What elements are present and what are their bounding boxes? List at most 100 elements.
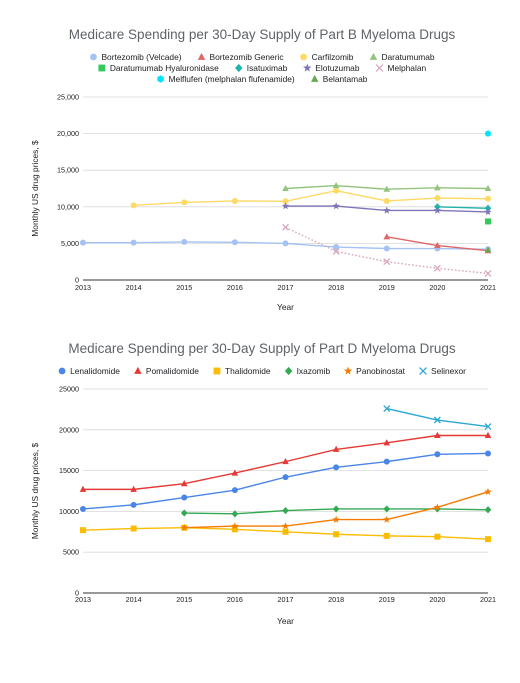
y-axis-label: Monthly US drug prices, $ xyxy=(30,140,40,237)
legend-label: Bortezomib (Velcade) xyxy=(101,52,181,62)
legend-label: Isatuximab xyxy=(247,63,288,73)
legend-label: Thalidomide xyxy=(225,366,271,376)
data-point xyxy=(130,485,137,492)
data-point xyxy=(181,238,188,245)
data-point xyxy=(484,184,492,192)
y-tick-label: 20000 xyxy=(59,425,79,434)
data-point xyxy=(80,505,86,512)
data-point xyxy=(231,510,239,518)
legend-marker xyxy=(235,63,243,73)
data-point xyxy=(383,458,390,465)
x-tick-label: 2014 xyxy=(126,595,142,604)
x-tick-label: 2020 xyxy=(429,595,445,604)
data-point xyxy=(130,202,137,209)
data-point xyxy=(383,532,390,539)
legend-label: Selinexor xyxy=(431,366,466,376)
y-tick-label: 10000 xyxy=(59,507,79,516)
data-point xyxy=(485,130,491,137)
series-belantamab xyxy=(484,246,492,253)
data-point xyxy=(383,505,391,513)
legend-label: Bortezomib Generic xyxy=(210,52,284,62)
data-point xyxy=(485,195,491,202)
x-tick-label: 2018 xyxy=(328,283,344,292)
data-point xyxy=(485,218,491,225)
data-point xyxy=(80,239,86,246)
data-point xyxy=(484,487,492,495)
data-point xyxy=(383,206,391,214)
data-point xyxy=(231,487,238,494)
y-tick-label: 0 xyxy=(75,589,79,598)
legend-marker xyxy=(369,52,378,60)
data-point xyxy=(79,485,87,492)
data-point xyxy=(282,528,289,535)
data-point xyxy=(130,239,137,246)
data-point xyxy=(484,423,492,430)
series-line xyxy=(386,407,489,428)
legend-label: Pomalidomide xyxy=(146,366,199,376)
x-tick-label: 2021 xyxy=(480,283,496,292)
data-point xyxy=(433,206,442,214)
y-tick-label: 5,000 xyxy=(61,239,79,248)
data-point xyxy=(282,458,289,465)
series-bortezomib-velcade xyxy=(80,238,491,253)
chart-title: Medicare Spending per 30-Day Supply of P… xyxy=(69,27,456,42)
series-carfilzomib xyxy=(130,187,491,209)
legend-label: Melflufen (melphalan flufenamide) xyxy=(169,74,295,84)
x-tick-label: 2018 xyxy=(328,595,344,604)
legend-marker xyxy=(343,366,353,375)
series-line xyxy=(133,189,489,207)
data-point xyxy=(484,208,492,216)
legend-marker xyxy=(300,53,307,61)
data-point xyxy=(383,185,391,192)
legend-marker xyxy=(98,64,106,72)
data-point xyxy=(383,245,390,252)
data-point xyxy=(332,181,340,189)
chart-title: Medicare Spending per 30-Day Supply of P… xyxy=(68,341,455,356)
data-point xyxy=(181,199,188,206)
x-tick-label: 2019 xyxy=(379,595,395,604)
data-point xyxy=(485,536,491,543)
legend-marker xyxy=(303,63,312,72)
data-point xyxy=(231,469,239,476)
legend-marker xyxy=(134,366,142,374)
data-point xyxy=(383,405,391,413)
series-melphalan xyxy=(282,223,492,277)
x-tick-label: 2017 xyxy=(278,595,294,604)
legend: Bortezomib (Velcade) Bortezomib Generic Ca… xyxy=(90,52,435,84)
data-point xyxy=(282,198,289,205)
x-tick-label: 2014 xyxy=(126,283,142,292)
y-tick-label: 15000 xyxy=(59,466,79,475)
y-axis-label: Monthly US drug prices, $ xyxy=(30,442,40,539)
legend-label: Elotuzumab xyxy=(315,63,360,73)
legend-label: Melphalan xyxy=(388,63,427,73)
data-point xyxy=(282,223,289,231)
x-tick-label: 2019 xyxy=(379,283,395,292)
legend-label: Panobinostat xyxy=(356,366,406,376)
legend-label: Ixazomib xyxy=(297,366,331,376)
data-point xyxy=(433,264,441,272)
data-point xyxy=(281,522,290,530)
data-point xyxy=(484,269,492,277)
data-point xyxy=(485,450,491,457)
legend-label: Daratumumab xyxy=(381,52,434,62)
series-melflufen-melphalan-flufenamide xyxy=(485,130,491,137)
legend-label: Daratumumab Hyaluronidase xyxy=(110,63,219,73)
data-point xyxy=(282,474,289,481)
data-point xyxy=(434,533,441,540)
data-point xyxy=(282,506,289,515)
data-point xyxy=(181,494,188,501)
x-tick-label: 2020 xyxy=(429,283,445,292)
data-point xyxy=(180,480,188,487)
data-point xyxy=(484,431,492,439)
y-tick-label: 10,000 xyxy=(57,202,79,211)
data-point xyxy=(80,527,86,534)
legend: Lenalidomide Pomalidomide Thalidomide Ixazo… xyxy=(58,366,466,376)
x-tick-label: 2015 xyxy=(176,283,192,292)
series-daratumumab xyxy=(282,181,492,192)
data-point xyxy=(383,515,391,523)
legend-marker xyxy=(375,64,384,72)
series-daratumumab-hyaluronidase xyxy=(485,218,491,225)
legend-label: Lenalidomide xyxy=(70,366,120,376)
data-point xyxy=(332,515,340,523)
data-point xyxy=(383,197,390,204)
